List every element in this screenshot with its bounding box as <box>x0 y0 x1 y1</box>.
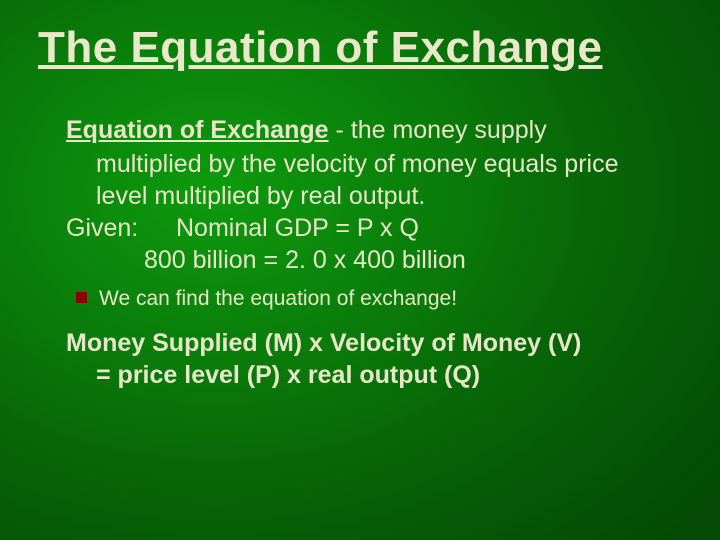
definition-line2: multiplied by the velocity of money equa… <box>66 148 662 180</box>
slide-content: Equation of Exchange - the money supply … <box>38 114 682 390</box>
slide-container: The Equation of Exchange Equation of Exc… <box>0 0 720 540</box>
calc-line: 800 billion = 2. 0 x 400 billion <box>66 244 662 276</box>
given-equation: Nominal GDP = P x Q <box>176 214 419 242</box>
square-bullet-icon <box>76 292 87 303</box>
definition-term: Equation of Exchange <box>66 116 329 144</box>
given-line: Given:Nominal GDP = P x Q <box>66 212 662 244</box>
definition-rest: - the money supply <box>329 116 547 144</box>
bullet-row: We can find the equation of exchange! <box>66 286 662 312</box>
formula-line2: = price level (P) x real output (Q) <box>66 359 662 391</box>
slide-title: The Equation of Exchange <box>38 24 682 72</box>
bullet-text: We can find the equation of exchange! <box>99 286 457 312</box>
definition-line3: level multiplied by real output. <box>66 180 662 212</box>
definition-line1: Equation of Exchange - the money supply <box>66 114 662 146</box>
formula-line1: Money Supplied (M) x Velocity of Money (… <box>66 327 662 359</box>
given-label: Given: <box>66 212 176 244</box>
